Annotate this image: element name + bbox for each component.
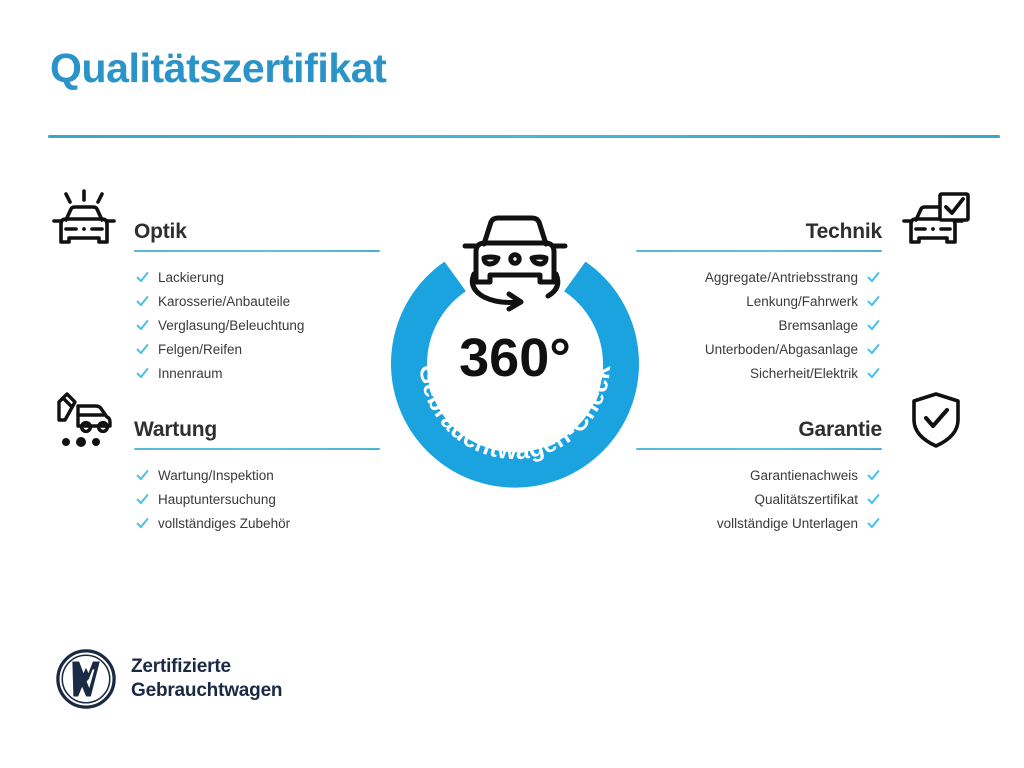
check-icon — [136, 493, 149, 506]
section-garantie: Garantie Garantienachweis Qualitätszerti… — [636, 392, 980, 536]
list-item-label: Sicherheit/Elektrik — [749, 366, 858, 382]
vw-certified-logo: Zertifizierte Gebrauchtwagen — [55, 648, 283, 710]
section-optik: Optik Lackierung Karosserie/Anbauteile — [40, 189, 380, 386]
car-rotation-icon — [462, 215, 568, 312]
list-item-label: Unterboden/Abgasanlage — [704, 342, 858, 358]
car-checkbox-icon — [900, 188, 972, 256]
check-icon — [867, 319, 880, 332]
check-icon — [136, 319, 149, 332]
section-wartung-divider — [134, 448, 380, 450]
list-item-label: Wartung/Inspektion — [158, 468, 274, 484]
list-item-label: Qualitätszertifikat — [754, 492, 858, 508]
list-item-label: Lackierung — [158, 270, 225, 286]
section-optik-header: Optik — [40, 189, 380, 252]
check-icon — [136, 295, 149, 308]
list-item: Lenkung/Fahrwerk — [640, 290, 980, 314]
section-technik: Technik Aggregate/Antriebsstrang Lenkung… — [636, 192, 980, 386]
section-wartung-title: Wartung — [134, 418, 217, 441]
list-item: Unterboden/Abgasanlage — [640, 338, 980, 362]
check-icon — [136, 367, 149, 380]
list-item-label: Hauptuntersuchung — [158, 492, 276, 508]
section-wartung-header: Wartung — [40, 392, 380, 450]
section-optik-divider — [134, 250, 380, 252]
optik-check-list: Lackierung Karosserie/Anbauteile Verglas… — [40, 266, 380, 386]
vw-wordmark-line2: Gebrauchtwagen — [131, 680, 283, 701]
list-item-label: Bremsanlage — [778, 318, 858, 334]
list-item: Verglasung/Beleuchtung — [40, 314, 380, 338]
badge-value: 360° — [459, 328, 571, 388]
list-item: vollständige Unterlagen — [640, 512, 980, 536]
shield-check-icon — [900, 386, 972, 454]
list-item-label: vollständige Unterlagen — [716, 516, 858, 532]
list-item-label: Lenkung/Fahrwerk — [746, 294, 858, 310]
pen-car-service-icon — [48, 386, 120, 454]
list-item-label: Felgen/Reifen — [158, 342, 243, 358]
section-garantie-header: Garantie — [636, 392, 980, 450]
list-item-label: Verglasung/Beleuchtung — [158, 318, 305, 334]
check-icon — [867, 493, 880, 506]
list-item: Lackierung — [40, 266, 380, 290]
technik-check-list: Aggregate/Antriebsstrang Lenkung/Fahrwer… — [640, 266, 980, 386]
check-icon — [136, 271, 149, 284]
garantie-check-list: Garantienachweis Qualitätszertifikat vol… — [640, 464, 980, 536]
header-divider — [48, 135, 1000, 138]
section-garantie-title: Garantie — [798, 418, 882, 441]
page-title: Qualitätszertifikat — [50, 45, 387, 91]
check-icon — [136, 469, 149, 482]
section-optik-title: Optik — [134, 220, 187, 243]
list-item-label: vollständiges Zubehör — [158, 516, 291, 532]
list-item: Sicherheit/Elektrik — [640, 362, 980, 386]
ring-shape — [391, 261, 639, 488]
check-icon — [867, 367, 880, 380]
section-wartung: Wartung Wartung/Inspektion Hauptuntersuc… — [40, 392, 380, 536]
list-item: vollständiges Zubehör — [40, 512, 380, 536]
vw-wordmark-line1: Zertifizierte — [131, 656, 231, 678]
list-item: Aggregate/Antriebsstrang — [640, 266, 980, 290]
check-icon — [867, 295, 880, 308]
check-icon — [867, 517, 880, 530]
list-item-label: Innenraum — [158, 366, 223, 382]
list-item: Wartung/Inspektion — [40, 464, 380, 488]
vw-wordmark: Zertifizierte Gebrauchtwagen — [131, 655, 283, 702]
section-technik-divider — [636, 250, 882, 252]
list-item-label: Aggregate/Antriebsstrang — [704, 270, 858, 286]
section-garantie-divider — [636, 448, 882, 450]
check-icon — [867, 469, 880, 482]
check-icon — [867, 343, 880, 356]
check-icon — [867, 271, 880, 284]
list-item: Bremsanlage — [640, 314, 980, 338]
car-shine-icon — [48, 188, 120, 256]
section-technik-header: Technik — [636, 192, 980, 252]
list-item: Karosserie/Anbauteile — [40, 290, 380, 314]
list-item: Hauptuntersuchung — [40, 488, 380, 512]
list-item-label: Karosserie/Anbauteile — [158, 294, 291, 310]
list-item: Felgen/Reifen — [40, 338, 380, 362]
360-gebrauchtwagen-check-badge: Gebrauchtwagen-Check 360° — [372, 196, 658, 512]
list-item: Innenraum — [40, 362, 380, 386]
list-item-label: Garantienachweis — [749, 468, 858, 484]
wartung-check-list: Wartung/Inspektion Hauptuntersuchung vol… — [40, 464, 380, 536]
check-icon — [136, 343, 149, 356]
check-icon — [136, 517, 149, 530]
vw-logo-icon — [55, 648, 117, 710]
list-item: Qualitätszertifikat — [640, 488, 980, 512]
list-item: Garantienachweis — [640, 464, 980, 488]
section-technik-title: Technik — [805, 220, 883, 243]
